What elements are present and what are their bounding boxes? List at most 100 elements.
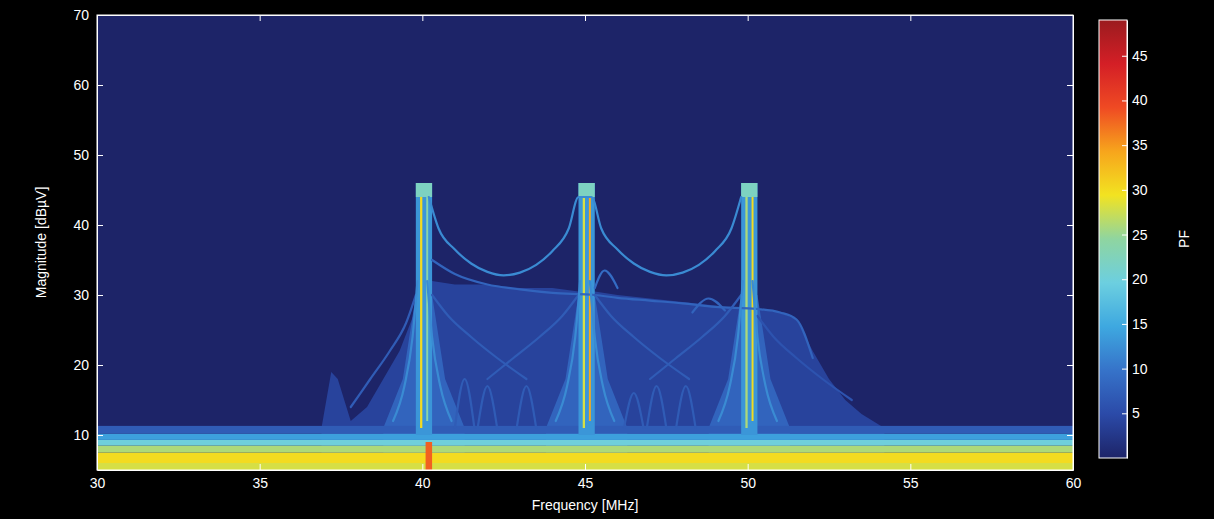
y-axis: 10 20 30 40 50 60 70 xyxy=(73,7,103,471)
tick-label: 35 xyxy=(252,475,268,491)
x-axis: 30354045505560 xyxy=(90,464,1082,491)
density-trace xyxy=(753,281,777,421)
tick-mark xyxy=(748,464,749,470)
density-trace xyxy=(487,295,578,379)
plot-frame xyxy=(97,15,1073,470)
tick xyxy=(910,15,911,21)
tick-label: 45 xyxy=(578,475,594,491)
tick: 45 xyxy=(1122,48,1148,64)
tick-mark xyxy=(97,85,103,86)
heatmap-cell xyxy=(741,183,757,197)
heatmap-cell xyxy=(578,183,594,197)
tick-label: 50 xyxy=(740,475,756,491)
density-trace xyxy=(427,281,451,421)
density-trace xyxy=(595,271,618,289)
tick-label: 50 xyxy=(73,147,89,163)
axis-line xyxy=(1127,21,1128,459)
tick-label: 40 xyxy=(1132,92,1148,108)
tick: 40 xyxy=(1122,92,1148,108)
tick-label: 15 xyxy=(1132,316,1148,332)
tick: 60 xyxy=(73,77,103,93)
tick-mark xyxy=(585,464,586,470)
density-trace xyxy=(590,281,614,421)
tick: 40 xyxy=(415,464,431,491)
density-trace xyxy=(393,281,417,421)
density-trace xyxy=(718,281,742,421)
tick-label: 25 xyxy=(1132,227,1148,243)
tick-mark xyxy=(1122,369,1127,370)
heatmap-cell xyxy=(97,440,1073,446)
plot-marks xyxy=(97,183,1073,470)
tick-mark xyxy=(1122,235,1127,236)
tick-label: 20 xyxy=(73,357,89,373)
tick: 55 xyxy=(903,464,919,491)
tick-mark xyxy=(1067,295,1073,296)
density-trace xyxy=(429,197,741,275)
tick xyxy=(422,15,423,21)
tick xyxy=(1067,225,1073,226)
tick-label: 10 xyxy=(1132,361,1148,377)
tick-label: 10 xyxy=(73,427,89,443)
tick xyxy=(1067,435,1073,436)
density-trace xyxy=(517,386,537,428)
tick: 20 xyxy=(1122,271,1148,287)
colorbar-axis: 51015202530354045 xyxy=(1122,21,1148,459)
tick xyxy=(748,15,749,21)
tick-mark xyxy=(260,464,261,470)
tick: 20 xyxy=(73,357,103,373)
tick-mark xyxy=(97,155,103,156)
tick xyxy=(260,15,261,21)
tick-label: 60 xyxy=(73,77,89,93)
tick-label: 30 xyxy=(1132,182,1148,198)
tick-mark xyxy=(1122,100,1127,101)
density-trace xyxy=(351,295,416,407)
tick-mark xyxy=(1067,155,1073,156)
density-trace xyxy=(676,386,696,428)
tick-mark xyxy=(1067,435,1073,436)
plot-background xyxy=(97,15,1073,470)
tick-label: 40 xyxy=(415,475,431,491)
heatmap-cell xyxy=(416,183,432,197)
tick-mark xyxy=(260,15,261,21)
tick-mark xyxy=(97,225,103,226)
heatmap-cell xyxy=(97,446,1073,453)
tick-mark xyxy=(97,365,103,366)
density-trace xyxy=(624,393,644,428)
tick-label: 35 xyxy=(1132,137,1148,153)
tick xyxy=(1067,295,1073,296)
tick-label: 40 xyxy=(73,217,89,233)
y-axis-title: Magnitude [dBµV] xyxy=(33,187,49,299)
tick xyxy=(1067,85,1073,86)
tick-mark xyxy=(748,15,749,21)
tick: 30 xyxy=(1122,182,1148,198)
density-trace xyxy=(556,281,580,421)
tick xyxy=(585,15,586,21)
density-trace xyxy=(595,295,689,379)
density-trace xyxy=(647,386,667,428)
density-trace xyxy=(455,379,475,428)
heatmap-cell xyxy=(426,442,433,470)
tick-mark xyxy=(910,15,911,21)
x-axis-title: Frequency [MHz] xyxy=(532,497,639,513)
x-axis-top xyxy=(98,15,1074,21)
tick-label: 20 xyxy=(1132,271,1148,287)
tick-label: 30 xyxy=(73,287,89,303)
density-trace xyxy=(432,295,526,379)
heatmap-cell xyxy=(97,453,1073,464)
colorbar-title: PF xyxy=(1176,230,1192,248)
tick-label: 30 xyxy=(90,475,106,491)
density-trace xyxy=(757,316,851,400)
chart-svg: 30 35 40 45 50 55 6010 20 30 40 50 60 70 Frequency [M… xyxy=(0,0,1214,519)
tick-mark xyxy=(1122,324,1127,325)
tick-label: 70 xyxy=(73,7,89,23)
tick: 10 xyxy=(73,427,103,443)
tick: 30 xyxy=(73,287,103,303)
colorbar xyxy=(1099,20,1127,458)
tick-mark xyxy=(1067,365,1073,366)
tick-mark xyxy=(422,15,423,21)
tick: 10 xyxy=(1122,361,1148,377)
tick-mark xyxy=(97,435,103,436)
tick-mark xyxy=(1122,190,1127,191)
tick-mark xyxy=(910,464,911,470)
density-trace xyxy=(650,295,741,379)
